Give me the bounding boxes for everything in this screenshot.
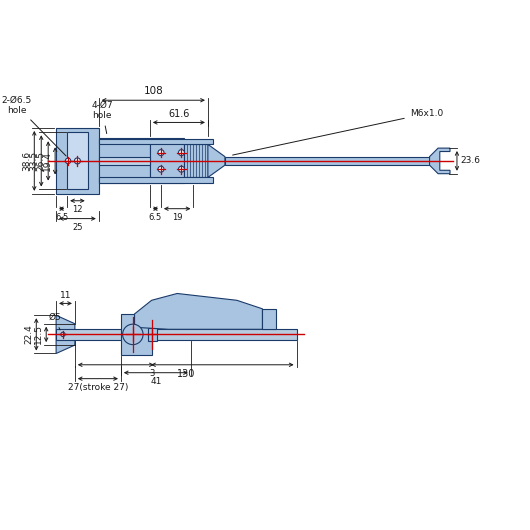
Text: 26.5: 26.5 (36, 151, 45, 171)
Circle shape (61, 332, 65, 337)
Bar (184, 144, 208, 178)
Text: 4-Ø7
hole: 4-Ø7 hole (91, 101, 113, 134)
Bar (99, 139, 213, 144)
Text: 6.5: 6.5 (55, 213, 68, 222)
Circle shape (179, 149, 184, 156)
Bar (56, 329, 297, 340)
Text: 6.5: 6.5 (149, 213, 162, 222)
Text: 19: 19 (172, 213, 182, 222)
Text: M6x1.0: M6x1.0 (233, 109, 443, 155)
Bar (148, 328, 157, 341)
Bar (56, 128, 99, 194)
Circle shape (158, 166, 164, 172)
Text: Ø5: Ø5 (48, 313, 61, 330)
Text: 130: 130 (176, 369, 195, 379)
Polygon shape (135, 294, 262, 329)
Polygon shape (56, 315, 75, 354)
Text: 23.6: 23.6 (460, 156, 480, 165)
Polygon shape (429, 148, 450, 174)
Circle shape (74, 158, 81, 164)
Text: 11: 11 (60, 292, 71, 301)
Bar (99, 157, 150, 165)
Text: 108: 108 (144, 86, 163, 96)
Text: 2-Ø6.5
hole: 2-Ø6.5 hole (2, 96, 66, 156)
Text: 38.6: 38.6 (22, 151, 31, 171)
Bar (121, 314, 152, 355)
Text: 61.6: 61.6 (168, 110, 190, 119)
Bar (225, 157, 429, 165)
Text: 12: 12 (72, 205, 83, 214)
Text: 3: 3 (150, 369, 155, 378)
Text: 27(stroke 27): 27(stroke 27) (68, 383, 128, 392)
Bar (99, 138, 150, 183)
Text: 33.5: 33.5 (29, 151, 38, 171)
Circle shape (122, 324, 143, 345)
Text: 22.4: 22.4 (24, 324, 33, 345)
Bar (262, 309, 276, 329)
Text: 25: 25 (72, 223, 83, 232)
Text: 12.5: 12.5 (34, 324, 43, 345)
Text: 19.4: 19.4 (43, 151, 52, 171)
Circle shape (65, 158, 71, 164)
Bar (67, 132, 87, 189)
Circle shape (158, 149, 164, 156)
Circle shape (179, 166, 184, 172)
Polygon shape (208, 144, 225, 178)
Text: 41: 41 (150, 377, 162, 386)
Bar (99, 178, 213, 182)
Bar (150, 138, 184, 183)
